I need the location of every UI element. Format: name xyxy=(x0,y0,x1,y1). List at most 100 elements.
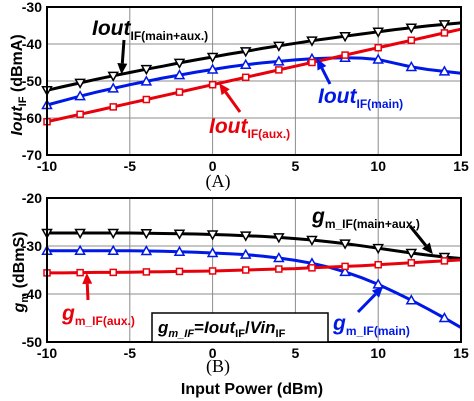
y-tick-label: -50 xyxy=(22,73,42,89)
grid-a xyxy=(47,7,461,155)
data-point xyxy=(405,23,418,34)
x-axis-label-b: Input Power (dBm) xyxy=(181,381,323,398)
x-tick-label: -5 xyxy=(124,345,137,361)
data-point xyxy=(239,231,252,242)
data-point xyxy=(273,55,285,66)
arrow-a-main-head xyxy=(316,58,327,71)
arrow-b-main-aux xyxy=(408,225,428,247)
data-point xyxy=(339,239,351,250)
data-point xyxy=(438,20,451,31)
annotation-b-aux: gm_IF(aux.) xyxy=(61,302,135,328)
y-axis-label-a: IoutIF (dBmA) xyxy=(9,34,29,135)
equation-text: gm_IF=IoutIF/VinIF xyxy=(157,318,286,340)
arrow-b-aux xyxy=(85,283,90,301)
data-point xyxy=(372,278,384,289)
data-point xyxy=(405,248,418,259)
data-point xyxy=(306,36,318,47)
x-tick-label: -10 xyxy=(37,158,57,174)
data-point xyxy=(107,82,120,93)
data-point xyxy=(275,66,283,74)
data-point xyxy=(140,245,153,256)
annotation-a-main: IoutIF(main) xyxy=(318,85,403,111)
annotation-arrows xyxy=(82,39,433,314)
data-point xyxy=(142,268,151,276)
tick-labels-b: -20-30-40-50-10 -5 0 5 10 15 xyxy=(22,190,469,361)
data-point xyxy=(175,88,184,96)
data-point xyxy=(372,27,384,38)
data-point xyxy=(405,60,418,72)
annotation-a-main-aux: IoutIF(main+aux.) xyxy=(92,17,208,43)
data-point xyxy=(208,267,217,275)
data-point xyxy=(206,63,219,74)
data-point xyxy=(239,47,252,58)
data-point xyxy=(438,65,451,76)
data-point xyxy=(273,251,285,263)
data-point xyxy=(308,264,316,272)
annotation-b-main-aux: gm_IF(main+aux.) xyxy=(311,205,420,231)
data-point xyxy=(74,244,86,256)
y-tick-label: -60 xyxy=(22,110,42,126)
data-point xyxy=(173,69,186,80)
arrow-b-aux-head xyxy=(82,272,93,285)
data-point xyxy=(107,244,120,256)
data-point xyxy=(339,265,351,277)
data-point xyxy=(173,229,186,240)
chart-b: -20-30-40-50-10 -5 0 5 10 15 gm (dBmS) (B) In… xyxy=(11,190,469,398)
annotation-b-main: gm_IF(main) xyxy=(332,312,410,338)
arrow-a-aux-head xyxy=(219,83,230,96)
x-tick-label: 10 xyxy=(370,158,386,174)
x-tick-label: 5 xyxy=(292,158,300,174)
arrow-a-aux xyxy=(224,91,242,113)
data-point xyxy=(107,228,120,240)
data-point xyxy=(374,260,382,269)
data-point xyxy=(438,311,451,323)
data-point xyxy=(372,53,384,64)
data-point xyxy=(440,257,449,265)
x-tick-label: 15 xyxy=(453,158,469,174)
data-point xyxy=(140,64,153,76)
equation-box xyxy=(151,312,329,343)
x-tick-label: 0 xyxy=(209,345,217,361)
y-tick-label: -70 xyxy=(22,147,42,163)
data-point xyxy=(241,73,250,82)
data-point xyxy=(341,51,349,59)
panel-label-b: (B) xyxy=(206,356,230,377)
data-point xyxy=(273,233,285,244)
data-point xyxy=(306,235,318,247)
series-group-a xyxy=(41,20,462,126)
data-point xyxy=(109,103,117,111)
data-point xyxy=(175,267,184,276)
data-point xyxy=(206,246,219,258)
data-point xyxy=(173,58,186,69)
arrow-a-main-aux-head xyxy=(117,63,128,75)
data-point xyxy=(405,294,418,305)
y-axis-label-b: gm (dBmS) xyxy=(11,232,31,314)
data-point xyxy=(339,31,351,43)
data-point xyxy=(109,268,117,277)
data-point xyxy=(275,265,283,273)
chart-a: -30-40-50-60-70-10 -5 0 5 10 15 IoutIF (dBmA)… xyxy=(9,0,469,192)
data-point xyxy=(206,52,219,63)
panel-label-a: (A) xyxy=(206,171,231,192)
data-point xyxy=(74,78,86,89)
y-tick-label: -30 xyxy=(22,0,42,15)
data-point xyxy=(407,259,416,267)
data-point xyxy=(173,245,186,257)
tick-labels-a: -30-40-50-60-70-10 -5 0 5 10 15 xyxy=(22,0,469,174)
x-tick-label: -10 xyxy=(37,345,57,361)
data-point xyxy=(308,58,316,67)
y-tick-label: -30 xyxy=(22,238,42,254)
arrow-a-main xyxy=(320,67,332,85)
data-point xyxy=(76,268,84,277)
data-point xyxy=(107,71,120,82)
x-tick-label: 15 xyxy=(453,345,469,361)
data-point xyxy=(140,75,153,86)
x-tick-label: 10 xyxy=(370,345,386,361)
data-point xyxy=(374,43,382,52)
y-tick-label: -20 xyxy=(22,190,42,206)
data-point xyxy=(407,36,416,45)
data-point xyxy=(372,243,384,255)
arrow-a-main-aux xyxy=(120,39,126,64)
data-point xyxy=(273,41,285,52)
